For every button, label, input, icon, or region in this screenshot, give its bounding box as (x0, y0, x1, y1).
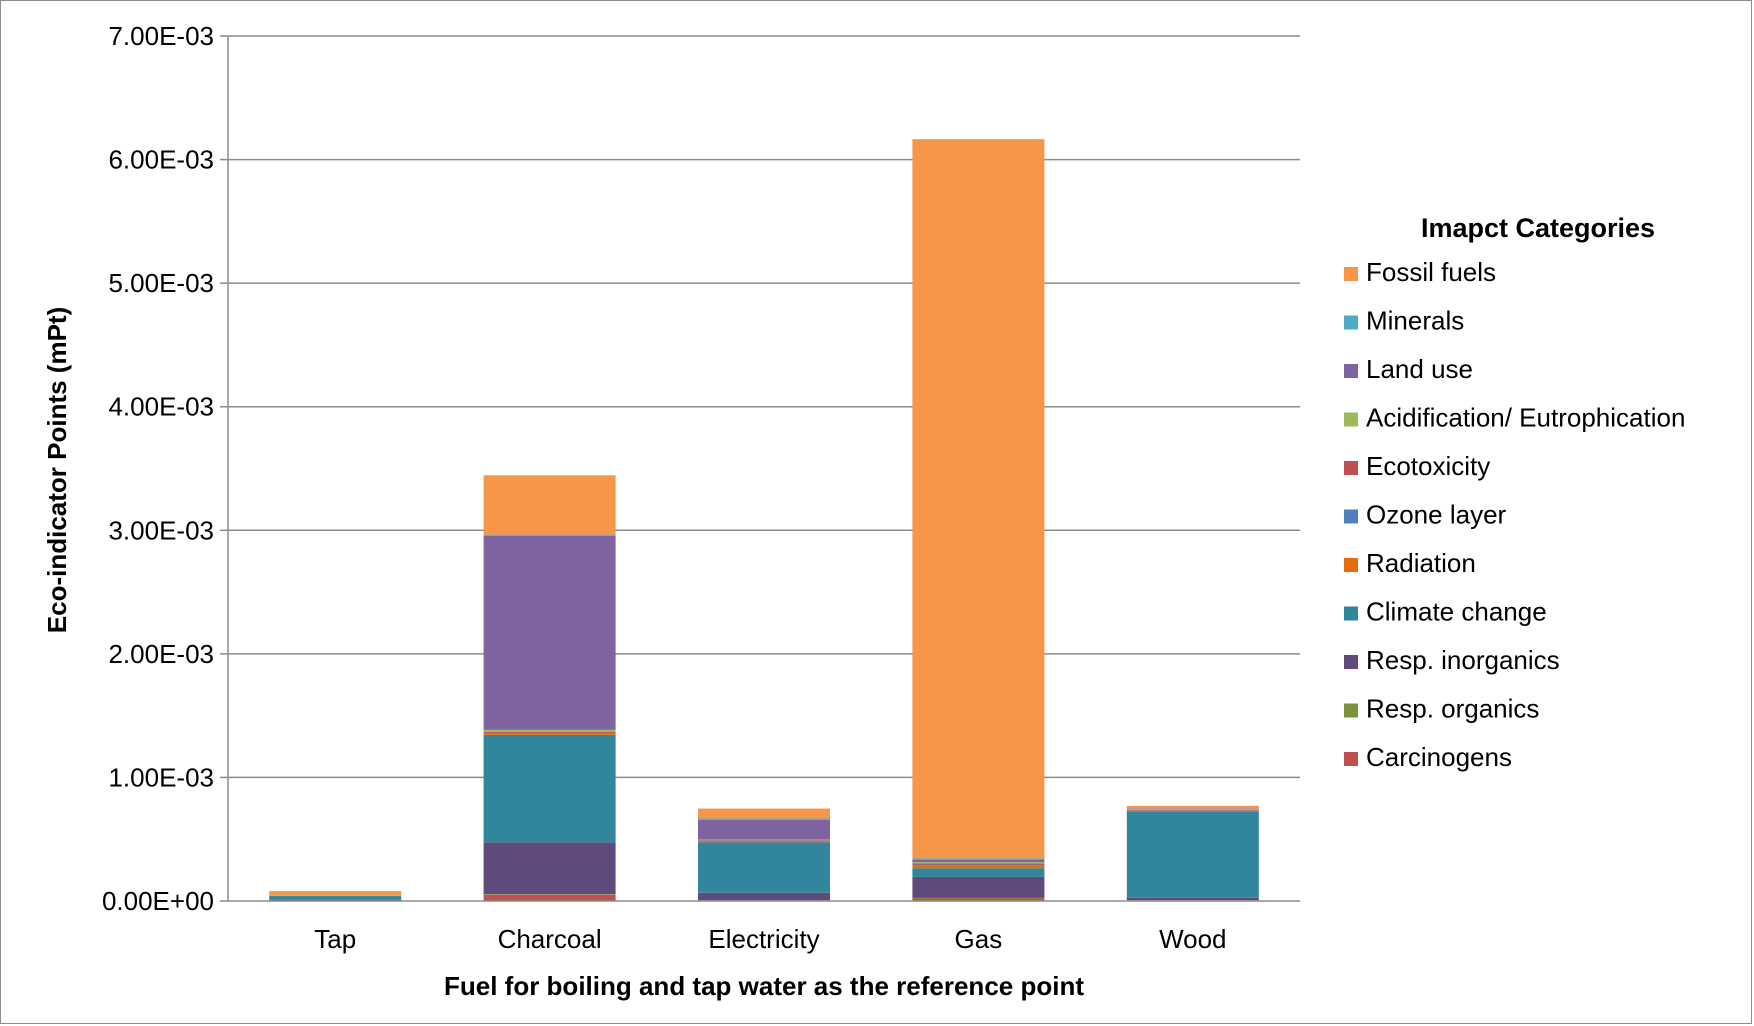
bar-segment-wood-ecotoxicity (1126, 809, 1259, 811)
legend-label: Land use (1366, 354, 1473, 384)
x-tick-label: Tap (314, 924, 356, 954)
bar-segment-wood-acidification-eutrophication (1126, 809, 1259, 810)
legend-label: Ecotoxicity (1366, 451, 1490, 481)
x-axis-title: Fuel for boiling and tap water as the re… (444, 971, 1084, 1001)
legend-label: Carcinogens (1366, 742, 1512, 772)
legend-label: Minerals (1366, 306, 1464, 336)
bar-segment-tap-climate-change (269, 896, 402, 900)
bar-segment-electricity-climate-change (698, 842, 830, 893)
legend-swatch (1344, 364, 1358, 378)
legend-label: Resp. organics (1366, 694, 1539, 724)
bar-segment-gas-ozone-layer (912, 864, 1045, 866)
bar-segment-tap-resp-inorganics (269, 899, 402, 901)
legend-title: Imapct Categories (1421, 213, 1655, 243)
y-tick-label: 7.00E-03 (108, 21, 214, 51)
legend-swatch (1344, 509, 1358, 524)
x-tick-label: Charcoal (498, 924, 602, 954)
bar-segment-charcoal-resp-inorganics (483, 842, 616, 895)
legend: Imapct Categories Fossil fuels Minerals La… (1344, 213, 1685, 772)
bar-segment-gas-acidification-eutrophication (912, 862, 1045, 864)
legend-label: Acidification/ Eutrophication (1366, 403, 1685, 433)
legend-swatch (1344, 606, 1358, 621)
bar-segment-wood-climate-change (1126, 811, 1259, 898)
bar-segment-wood-resp-inorganics (1126, 897, 1259, 901)
y-tick-label: 5.00E-03 (108, 268, 214, 298)
bar-segment-tap-fossil-fuels (269, 891, 402, 896)
bar-segment-charcoal-land-use (483, 535, 616, 730)
y-tick-label: 4.00E-03 (108, 392, 214, 422)
bar-segment-charcoal-radiation (483, 733, 616, 735)
legend-label: Resp. inorganics (1366, 645, 1560, 675)
legend-swatch (1344, 703, 1358, 718)
bar-segment-gas-land-use (912, 859, 1045, 863)
bars (269, 139, 1259, 901)
gridlines (228, 35, 1300, 779)
legend-label: Radiation (1366, 548, 1476, 578)
bar-segment-electricity-acidification-eutrophication (698, 839, 830, 841)
bar-segment-electricity-ecotoxicity (698, 840, 830, 841)
legend-swatch (1344, 461, 1358, 475)
x-tick-label: Electricity (708, 924, 819, 954)
bar-segment-charcoal-minerals (483, 534, 616, 536)
bar-segment-charcoal-climate-change (483, 734, 616, 843)
y-tick-label: 3.00E-03 (108, 515, 214, 545)
bar-segment-charcoal-fossil-fuels (483, 475, 616, 535)
bar-segment-electricity-fossil-fuels (698, 808, 830, 819)
bar-segment-gas-resp-organics (912, 897, 1045, 899)
bar-segment-gas-radiation (912, 865, 1045, 869)
bar-segment-gas-climate-change (912, 868, 1045, 877)
bar-segment-wood-land-use (1126, 808, 1259, 810)
legend-label: Ozone layer (1366, 500, 1507, 530)
x-axis-ticks: Tap Charcoal Electricity Gas Wood (314, 924, 1226, 954)
legend-swatch (1344, 558, 1358, 572)
legend-swatch (1344, 412, 1358, 427)
bar-segment-charcoal-ozone-layer (483, 732, 616, 734)
bar-segment-electricity-resp-inorganics (698, 892, 830, 901)
legend-swatch (1344, 267, 1358, 281)
axes (227, 36, 1300, 902)
bar-segment-electricity-radiation (698, 840, 830, 843)
bar-segment-electricity-minerals (698, 818, 830, 820)
y-tick-label: 2.00E-03 (108, 639, 214, 669)
bar-segment-wood-fossil-fuels (1126, 805, 1259, 809)
legend-label: Climate change (1366, 597, 1547, 627)
x-tick-label: Gas (955, 924, 1003, 954)
y-tick-label: 1.00E-03 (108, 762, 214, 792)
bar-segment-gas-ecotoxicity (912, 863, 1045, 865)
y-axis-ticks: 0.00E+00 1.00E-03 2.00E-03 3.00E-03 4.00E-03… (102, 21, 228, 916)
bar-segment-gas-resp-inorganics (912, 876, 1045, 898)
legend-label: Fossil fuels (1366, 257, 1496, 287)
bar-segment-charcoal-resp-organics (483, 894, 616, 895)
y-tick-label: 6.00E-03 (108, 145, 214, 175)
y-axis-title: Eco-indicator Points (mPt) (42, 307, 72, 633)
bar-segment-gas-fossil-fuels (912, 139, 1045, 859)
bar-segment-electricity-land-use (698, 819, 830, 840)
bar-segment-charcoal-acidification-eutrophication (483, 729, 616, 732)
y-tick-label: 0.00E+00 (102, 886, 214, 916)
legend-swatch (1344, 752, 1358, 766)
x-tick-label: Wood (1159, 924, 1226, 954)
legend-swatch (1344, 315, 1358, 330)
legend-swatch (1344, 655, 1358, 669)
bar-segment-gas-carcinogens (912, 898, 1045, 901)
bar-segment-charcoal-carcinogens (483, 894, 616, 901)
bar-segment-gas-minerals (912, 858, 1045, 860)
bar-segment-wood-radiation (1126, 810, 1259, 812)
bar-segment-charcoal-ecotoxicity (483, 731, 616, 733)
